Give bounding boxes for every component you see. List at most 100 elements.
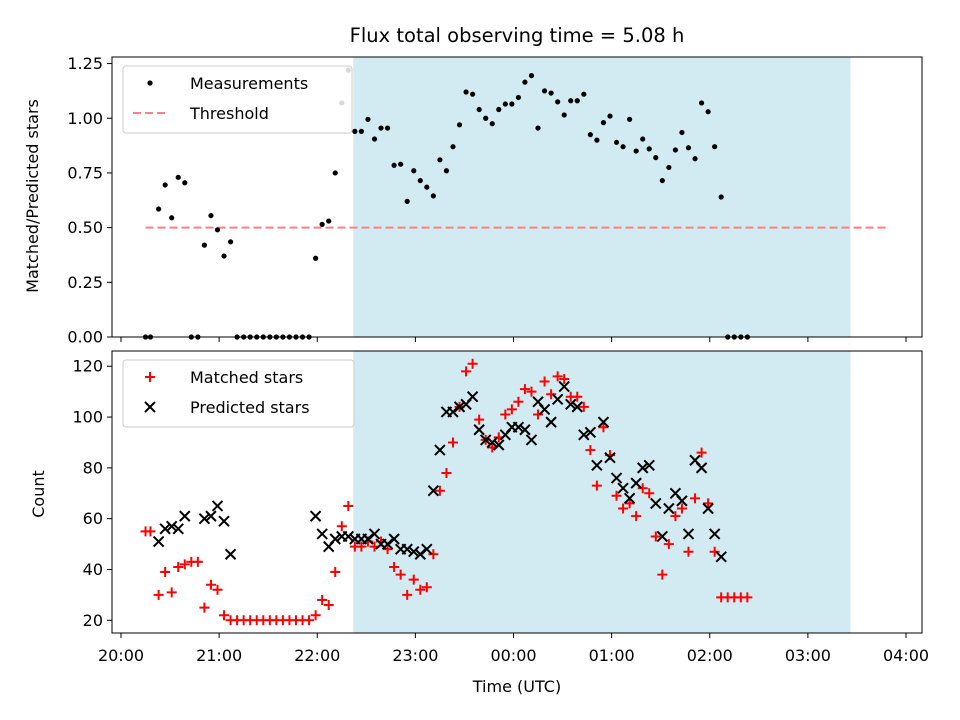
predicted-point (610, 472, 623, 484)
matched-point (310, 610, 321, 621)
predicted-point (453, 401, 466, 413)
matched-point (709, 546, 720, 557)
predicted-point (715, 551, 727, 563)
matched-point (637, 483, 648, 494)
predicted-point (656, 530, 669, 543)
predicted-point (218, 515, 230, 527)
axes-frame (111, 350, 923, 634)
y-tick-label: 1.00 (67, 109, 103, 128)
legend-label: Matched stars (190, 368, 303, 387)
measurement-point (712, 144, 718, 150)
matched-point (513, 396, 524, 407)
y-tick-label: 120 (72, 357, 103, 376)
measurement-point (502, 101, 508, 107)
measurement-point (509, 101, 515, 107)
matched-point (578, 401, 589, 412)
matched-point (703, 498, 714, 509)
matched-point (676, 503, 687, 514)
predicted-point (584, 426, 597, 439)
legend-label: Measurements (190, 74, 308, 93)
matched-point (559, 373, 570, 384)
y-tick-label: 0.00 (67, 328, 103, 347)
predicted-point (551, 393, 564, 405)
measurement-point (659, 177, 665, 184)
predicted-point (636, 462, 649, 474)
measurement-point (182, 180, 188, 186)
measurement-point (489, 121, 495, 127)
y-tick-label: 0.50 (67, 218, 103, 237)
measurement-point (705, 109, 711, 115)
matched-point (330, 567, 341, 578)
shaded-observing-span (353, 351, 851, 633)
matched-point (173, 561, 184, 572)
matched-point (546, 389, 557, 400)
y-tick-label: 0.75 (67, 163, 103, 182)
matched-point (663, 539, 674, 550)
predicted-point (388, 533, 400, 545)
measurement-point (384, 125, 391, 131)
measurement-point (653, 155, 659, 161)
predicted-point (597, 416, 610, 428)
x-tick-label: 20:00 (98, 646, 144, 665)
matched-point (145, 526, 156, 537)
measurement-point (162, 182, 168, 188)
measurement-point (411, 168, 417, 174)
measurement-point (352, 128, 358, 134)
matched-point (461, 366, 472, 377)
shaded-observing-span (353, 57, 851, 337)
predicted-point (479, 434, 492, 446)
predicted-point (159, 523, 171, 535)
predicted-point (434, 444, 446, 456)
predicted-point (486, 436, 498, 449)
matched-point (500, 409, 511, 420)
measurement-point (358, 128, 365, 134)
measurement-point (607, 113, 613, 119)
measurement-point (456, 122, 463, 128)
measurement-point (698, 100, 705, 106)
measurement-point (535, 125, 541, 131)
measurement-point (319, 221, 325, 227)
legend: Measurements Threshold (122, 65, 353, 134)
y-tick-label: 100 (72, 408, 103, 427)
matched-point (153, 589, 164, 600)
measurement-point (404, 198, 410, 204)
predicted-point (617, 482, 629, 494)
predicted-point (473, 424, 485, 436)
legend-box (122, 65, 353, 134)
predicted-point (571, 401, 583, 413)
predicted-point (342, 530, 355, 543)
measurement-point (208, 212, 214, 219)
measurement-point (633, 148, 639, 154)
matched-point (742, 592, 753, 603)
matched-point (323, 600, 334, 611)
measurement-point (483, 115, 489, 121)
predicted-point (211, 500, 224, 512)
count-panel: 20 40 60 80 100 120 20:00 21:00 22:00 23:00 00:00 0… (72, 350, 929, 665)
axes-frame (111, 56, 923, 338)
predicted-point (519, 424, 531, 436)
predicted-point (676, 495, 688, 507)
predicted-point (179, 510, 191, 522)
matched-point (506, 404, 517, 415)
measurement-point (443, 168, 450, 174)
y-tick-label: 40 (83, 560, 103, 579)
measurement-point (561, 112, 567, 118)
measurement-point (214, 227, 221, 233)
predicted-point (630, 477, 642, 489)
matched-point (644, 488, 655, 499)
matched-point (650, 531, 661, 542)
predicted-point (172, 523, 184, 535)
measurement-point (430, 193, 436, 199)
matched-point (160, 567, 171, 578)
measurement-point (640, 136, 646, 142)
predicted-point (578, 429, 590, 441)
matched-point (598, 422, 609, 433)
legend-marker-dot (147, 80, 153, 86)
measurement-point (169, 215, 175, 221)
measurement-point (378, 125, 384, 131)
measurement-point (515, 94, 522, 101)
predicted-point (493, 439, 505, 451)
matched-point (408, 574, 419, 585)
measurement-point (371, 136, 378, 142)
predicted-point (538, 403, 551, 416)
